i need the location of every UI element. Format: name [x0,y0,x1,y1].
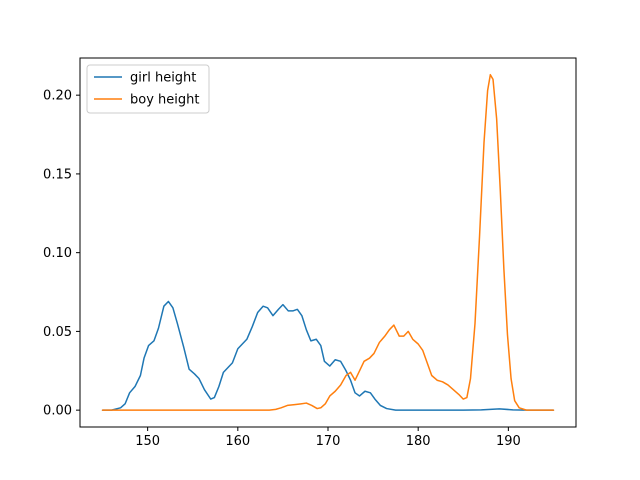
x-tick-label: 170 [316,434,341,449]
y-tick-label: 0.05 [43,325,72,340]
y-tick-label: 0.10 [43,246,72,261]
series-line-2 [101,73,555,411]
legend-label-2: boy height [130,93,199,108]
x-axis: 150 160 170 180 190 [135,427,521,449]
y-axis: 0.00 0.05 0.10 0.15 0.20 [43,89,80,419]
legend: girl height boy height [86,64,210,114]
y-tick-label: 0.15 [43,167,72,182]
legend-label-1: girl height [130,71,196,86]
x-tick-label: 160 [225,434,250,449]
y-tick-label: 0.20 [43,89,72,104]
series-line-1 [101,300,555,411]
series-layer [101,73,555,411]
x-tick-label: 150 [135,434,160,449]
x-tick-label: 180 [406,434,431,449]
x-tick-label: 190 [496,434,521,449]
y-tick-label: 0.00 [43,404,72,419]
